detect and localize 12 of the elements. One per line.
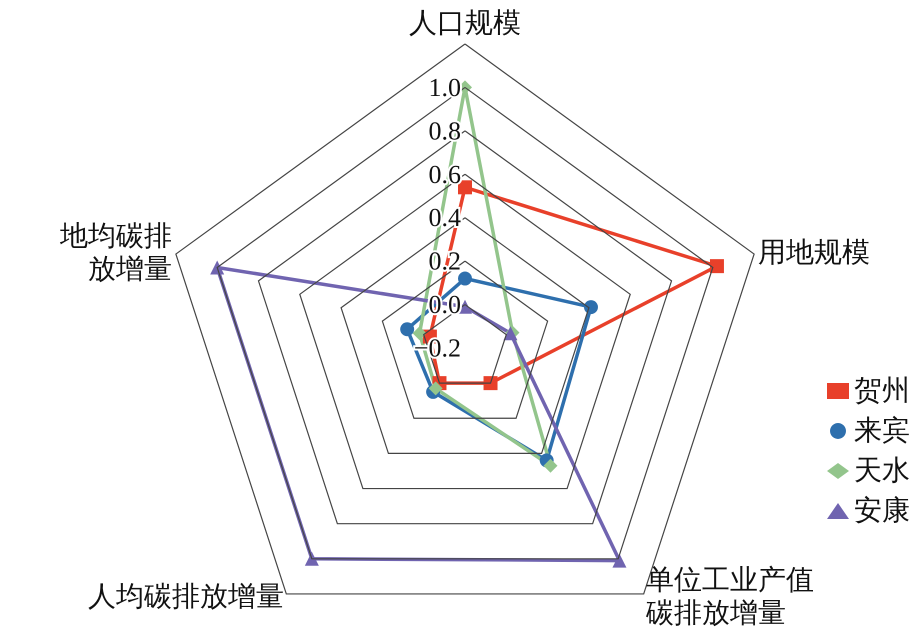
legend-label: 天水: [854, 456, 910, 486]
y-tick-label: 1.0: [428, 72, 461, 102]
spoke-label: 地均碳排放增量: [59, 220, 172, 285]
spoke-label: 人均碳排放增量: [88, 582, 284, 613]
spoke-label: 单位工业产值碳排放增量: [645, 565, 814, 628]
y-tick-label: 0.8: [428, 116, 461, 146]
spoke-label: 人口规模: [409, 8, 521, 39]
legend-label: 安康: [854, 496, 910, 526]
legend-label: 贺州: [854, 376, 910, 406]
y-tick-label: 0.6: [428, 160, 461, 189]
spoke-label: 用地规模: [758, 237, 870, 268]
legend-label: 来宾: [854, 416, 910, 446]
